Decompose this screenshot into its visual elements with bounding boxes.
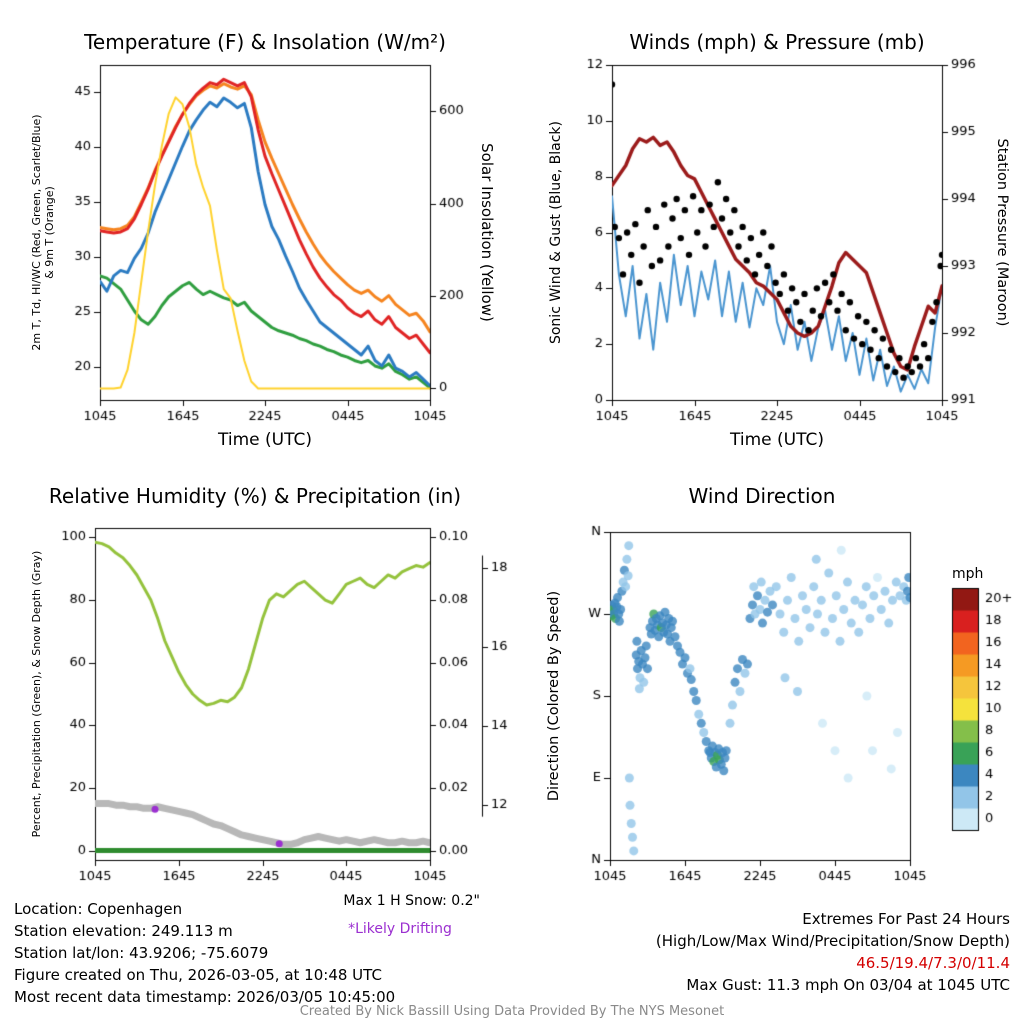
- wind-left-axis-label: Sonic Wind & Gust (Blue, Black): [548, 121, 564, 345]
- station-location: Location: Copenhagen: [14, 900, 183, 918]
- extremes-block: Extremes For Past 24 Hours (High/Low/Max…: [560, 908, 1010, 996]
- rh-precip-title: Relative Humidity (%) & Precipitation (i…: [48, 484, 462, 508]
- figure-created: Figure created on Thu, 2026-03-05, at 10…: [14, 966, 382, 984]
- temp-left-axis-label-line2: & 9m T (Orange): [43, 186, 57, 279]
- temp-insolation-panel: Temperature (F) & Insolation (W/m²) 2m T…: [0, 0, 512, 470]
- credit-line: Created By Nick Bassill Using Data Provi…: [299, 1004, 725, 1019]
- max-snow-annotation: Max 1 H Snow: 0.2": [343, 893, 480, 909]
- winds-pressure-title: Winds (mph) & Pressure (mb): [629, 30, 925, 54]
- winds-pressure-panel: Winds (mph) & Pressure (mb) Sonic Wind &…: [512, 0, 1024, 470]
- likely-drifting-annotation: *Likely Drifting: [348, 921, 452, 937]
- temp-insolation-canvas: [0, 0, 512, 470]
- data-timestamp: Most recent data timestamp: 2026/03/05 1…: [14, 988, 396, 1006]
- extremes-subheading: (High/Low/Max Wind/Precipitation/Snow De…: [655, 932, 1010, 950]
- temp-left-axis-label: 2m T, Td, HI/WC (Red, Green, Scarlet/Blu…: [30, 65, 56, 400]
- rh-precip-panel: Relative Humidity (%) & Precipitation (i…: [0, 470, 512, 905]
- temp-xaxis-label: Time (UTC): [218, 430, 312, 450]
- temp-insolation-title: Temperature (F) & Insolation (W/m²): [84, 30, 446, 54]
- wind-direction-panel: Wind Direction Direction (Colored By Spe…: [512, 470, 1024, 905]
- max-gust: Max Gust: 11.3 mph On 03/04 at 1045 UTC: [686, 976, 1010, 994]
- rh-left-axis-label: Percent, Precipitation (Green), & Snow D…: [30, 550, 43, 838]
- wind-direction-canvas: [512, 470, 1024, 905]
- station-info-block: Location: Copenhagen Station elevation: …: [14, 898, 395, 1008]
- wind-direction-title: Wind Direction: [688, 484, 836, 508]
- extremes-values: 46.5/19.4/7.3/0/11.4: [856, 954, 1010, 972]
- temp-left-axis-label-line1: 2m T, Td, HI/WC (Red, Green, Scarlet/Blu…: [30, 114, 43, 351]
- station-latlon: Station lat/lon: 43.9206; -75.6079: [14, 944, 269, 962]
- pressure-right-axis-label: Station Pressure (Maroon): [994, 138, 1010, 327]
- extremes-heading: Extremes For Past 24 Hours: [802, 910, 1010, 928]
- direction-left-axis-label: Direction (Colored By Speed): [546, 590, 562, 802]
- winds-xaxis-label: Time (UTC): [730, 430, 824, 450]
- rh-precip-canvas: [0, 470, 512, 905]
- colorbar-title: mph: [952, 566, 984, 582]
- winds-pressure-canvas: [512, 0, 1024, 470]
- station-elevation: Station elevation: 249.113 m: [14, 922, 233, 940]
- insolation-right-axis-label: Solar Insolation (Yellow): [478, 143, 496, 322]
